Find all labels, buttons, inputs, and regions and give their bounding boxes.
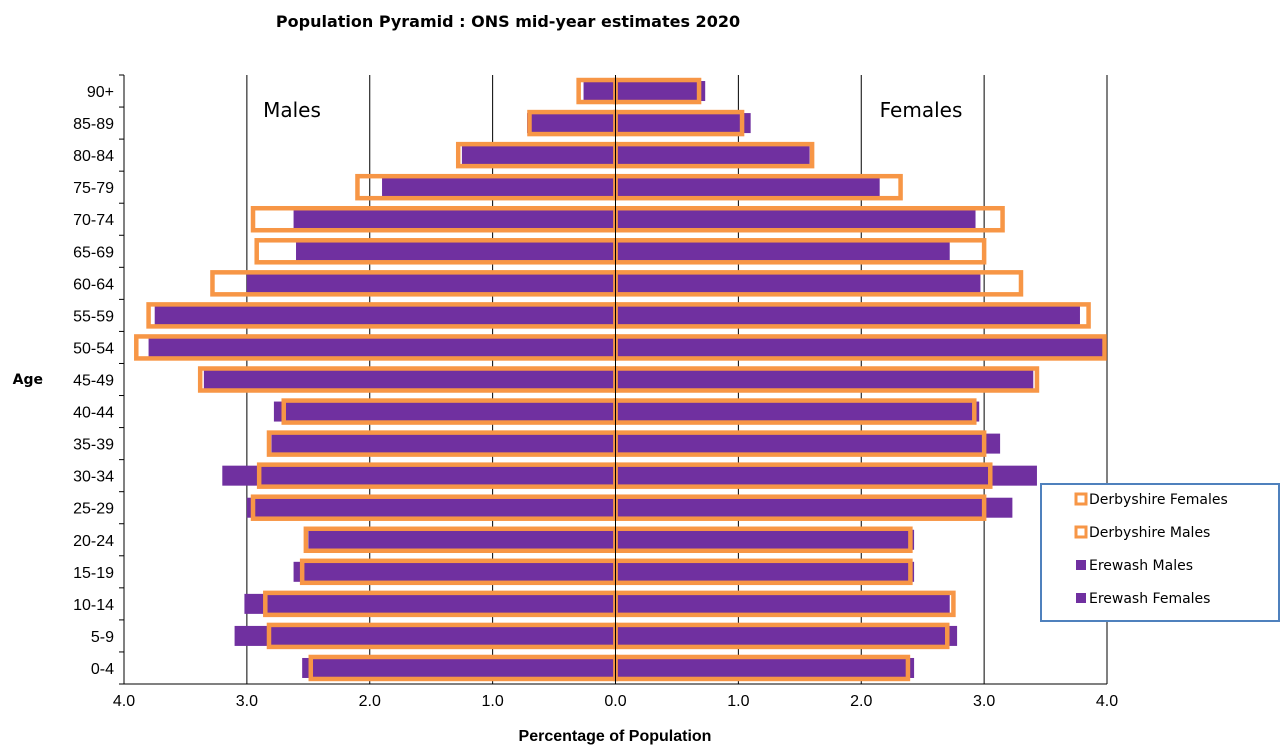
x-axis-title: Percentage of Population [519, 728, 712, 745]
bar-erewash-females-85-89 [615, 113, 751, 134]
bar-erewash-males-45-49 [203, 369, 616, 390]
bar-erewash-males-85-89 [527, 113, 616, 134]
bar-erewash-males-75-79 [382, 177, 616, 198]
legend-label-1: Derbyshire Males [1089, 525, 1210, 541]
bar-erewash-males-90+ [583, 81, 616, 102]
y-tick-label-35-39: 35-39 [73, 437, 114, 454]
bar-erewash-males-20-24 [308, 529, 616, 550]
bar-erewash-males-35-39 [271, 433, 616, 454]
bar-erewash-males-40-44 [273, 401, 616, 422]
y-tick-label-85-89: 85-89 [73, 116, 114, 133]
x-tick-label-3: 1.0 [482, 693, 504, 710]
x-tick-label-4: 0.0 [604, 693, 626, 710]
y-tick-label-30-34: 30-34 [73, 469, 114, 486]
females-label: Females [880, 98, 963, 122]
y-tick-label-55-59: 55-59 [73, 308, 114, 325]
x-tick-label-2: 2.0 [359, 693, 381, 710]
legend-swatch-3 [1076, 593, 1086, 603]
bar-erewash-females-15-19 [615, 561, 915, 582]
bar-erewash-females-60-64 [615, 273, 981, 294]
bar-erewash-males-50-54 [148, 337, 616, 358]
bars-group [148, 81, 1105, 678]
x-tick-label-7: 3.0 [973, 693, 995, 710]
y-tick-label-90+: 90+ [87, 84, 114, 101]
y-tick-label-20-24: 20-24 [73, 533, 114, 550]
bar-erewash-males-15-19 [293, 561, 616, 582]
bar-erewash-females-70-74 [615, 209, 976, 230]
x-tick-label-0: 4.0 [113, 693, 135, 710]
y-tick-label-45-49: 45-49 [73, 373, 114, 390]
bar-erewash-females-35-39 [615, 433, 1001, 454]
bar-erewash-females-20-24 [615, 529, 915, 550]
bar-erewash-males-25-29 [246, 497, 616, 518]
y-axis-labels: 0-4 5-9 10-14 15-19 20-24 25-29 30-34 35-39 40-4… [73, 74, 124, 685]
legend-swatch-2 [1076, 560, 1086, 570]
y-tick-label-70-74: 70-74 [73, 212, 114, 229]
bar-erewash-females-80-84 [615, 145, 810, 166]
y-tick-label-10-14: 10-14 [73, 597, 114, 614]
bar-erewash-males-55-59 [154, 305, 616, 326]
y-tick-label-0-4: 0-4 [91, 661, 114, 678]
chart-title: Population Pyramid : ONS mid-year estima… [276, 12, 740, 31]
y-tick-label-80-84: 80-84 [73, 148, 114, 165]
x-axis: 4.0 3.0 2.0 1.0 0.0 1.0 2.0 3.0 4.0 [113, 683, 1118, 710]
bar-erewash-females-10-14 [615, 593, 950, 614]
bar-erewash-females-40-44 [615, 401, 980, 422]
bar-erewash-males-30-34 [222, 465, 616, 486]
males-label: Males [263, 98, 321, 122]
y-tick-label-75-79: 75-79 [73, 180, 114, 197]
x-tick-label-8: 4.0 [1096, 693, 1118, 710]
legend-swatch-0 [1074, 492, 1088, 506]
bar-erewash-males-70-74 [293, 209, 616, 230]
x-tick-label-1: 3.0 [236, 693, 258, 710]
bar-erewash-females-90+ [615, 81, 706, 102]
x-tick-label-6: 2.0 [850, 693, 872, 710]
y-tick-label-60-64: 60-64 [73, 276, 114, 293]
bar-erewash-females-65-69 [615, 241, 950, 262]
legend: Derbyshire Females Derbyshire Males Erewas… [1040, 483, 1280, 622]
bar-erewash-females-55-59 [615, 305, 1080, 326]
legend-label-0: Derbyshire Females [1089, 492, 1228, 508]
bar-erewash-females-25-29 [615, 497, 1013, 518]
bar-erewash-males-0-4 [302, 657, 616, 678]
bar-erewash-males-80-84 [461, 145, 616, 166]
legend-swatch-1 [1074, 525, 1088, 539]
bar-erewash-males-10-14 [244, 593, 616, 614]
y-tick-label-5-9: 5-9 [91, 629, 114, 646]
y-axis-title: Age [13, 372, 43, 388]
bar-erewash-males-65-69 [296, 241, 616, 262]
y-tick-label-15-19: 15-19 [73, 565, 114, 582]
legend-label-3: Erewash Females [1089, 591, 1210, 607]
bar-erewash-females-5-9 [615, 625, 958, 646]
y-tick-label-25-29: 25-29 [73, 501, 114, 518]
x-tick-label-5: 1.0 [727, 693, 749, 710]
bar-erewash-females-30-34 [615, 465, 1037, 486]
legend-label-2: Erewash Males [1089, 558, 1193, 574]
bar-erewash-males-5-9 [234, 625, 616, 646]
bar-erewash-females-45-49 [615, 369, 1034, 390]
y-tick-label-40-44: 40-44 [73, 405, 114, 422]
bar-erewash-females-0-4 [615, 657, 915, 678]
bar-erewash-females-50-54 [615, 337, 1105, 358]
y-tick-label-65-69: 65-69 [73, 244, 114, 261]
y-tick-label-50-54: 50-54 [73, 340, 114, 357]
bar-erewash-males-60-64 [246, 273, 616, 294]
bar-erewash-females-75-79 [615, 177, 880, 198]
